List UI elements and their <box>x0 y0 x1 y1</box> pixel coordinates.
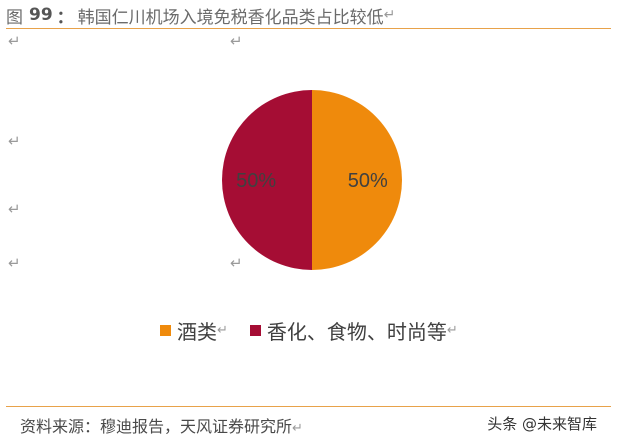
legend-swatch-cosmetics <box>249 325 261 336</box>
legend-item-cosmetics: 香化、食物、时尚等 ↵ <box>249 316 458 345</box>
paragraph-mark: ↵ <box>8 32 21 50</box>
figure-separator: ： <box>56 7 74 28</box>
legend-item-liquor: 酒类 ↵ <box>160 316 228 345</box>
paragraph-mark: ↵ <box>446 323 458 338</box>
paragraph-mark: ↵ <box>217 323 228 338</box>
source-note: 资料来源：穆迪报告，天风证券研究所↵ <box>20 417 303 436</box>
chart-legend: 酒类 ↵ 香化、食物、时尚等 ↵ <box>160 316 458 345</box>
legend-label-liquor: 酒类 <box>177 320 217 344</box>
pie-data-label-1: 50% <box>348 170 388 192</box>
paragraph-mark: ↵ <box>8 200 21 218</box>
pie-data-label-2: 50% <box>236 170 276 192</box>
figure-footer: 资料来源：穆迪报告，天风证券研究所↵ 头条 @未来智库 <box>6 406 611 439</box>
figure-caption: 图 99 ： 韩国仁川机场入境免税香化品类占比较低 ↵ <box>6 2 611 29</box>
figure-label: 图 <box>6 7 23 28</box>
legend-swatch-liquor <box>160 325 171 336</box>
pie-chart: 50% 50% <box>222 90 402 270</box>
pie-slice-2 <box>222 90 312 270</box>
paragraph-mark: ↵ <box>8 132 21 150</box>
figure-number: 99 <box>29 5 53 25</box>
watermark: 头条 @未来智库 <box>487 415 597 433</box>
figure-title: 韩国仁川机场入境免税香化品类占比较低 <box>77 7 384 28</box>
paragraph-mark: ↵ <box>383 7 396 23</box>
paragraph-mark: ↵ <box>230 254 243 272</box>
pie-slice-1 <box>312 90 402 270</box>
paragraph-mark: ↵ <box>8 254 21 272</box>
legend-label-cosmetics: 香化、食物、时尚等 <box>266 320 447 344</box>
paragraph-mark: ↵ <box>230 32 243 50</box>
